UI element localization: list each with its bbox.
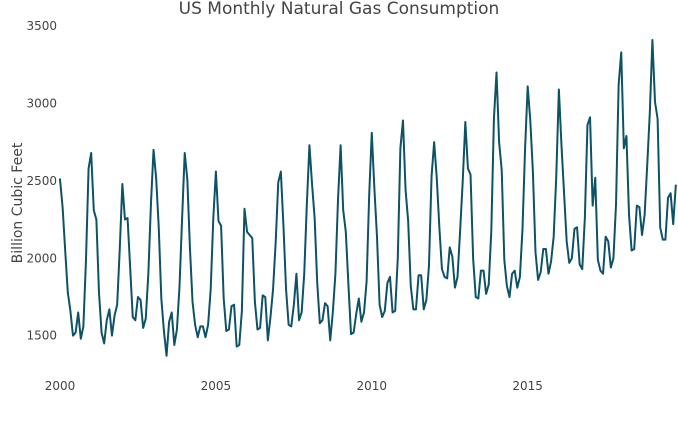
y-tick-label: 1500 [26,329,57,343]
chart-title: US Monthly Natural Gas Consumption [179,0,500,19]
x-tick-label: 2005 [201,379,232,393]
y-tick-label: 3000 [26,96,57,110]
y-tick-label: 2000 [26,251,57,265]
x-tick-label: 2010 [357,379,388,393]
series-line [59,38,677,357]
x-tick-label: 2000 [45,379,76,393]
y-tick-label: 2500 [26,174,57,188]
x-axis-ticks: 2000 2005 2010 2015 [45,379,543,393]
plot-area [59,38,677,357]
y-axis-ticks: 1500 2000 2500 3000 3500 [26,19,57,343]
y-tick-label: 3500 [26,19,57,33]
x-tick-label: 2015 [512,379,543,393]
y-axis-title: Billion Cubic Feet [10,142,26,263]
